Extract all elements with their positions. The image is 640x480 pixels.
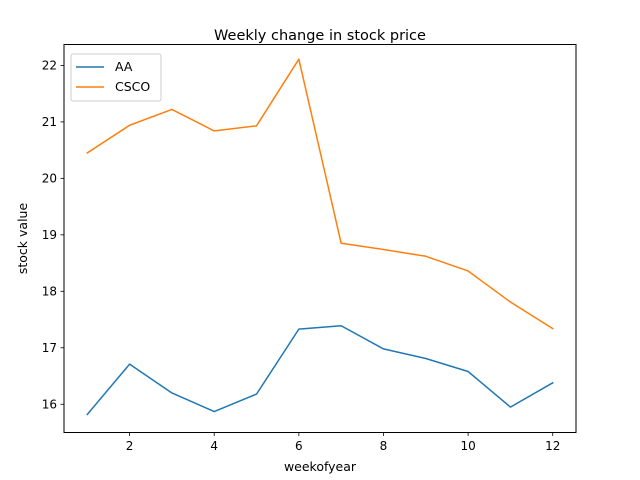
x-tick-label: 10 bbox=[460, 439, 475, 453]
y-tick-label: 21 bbox=[42, 115, 57, 129]
y-tick-label: 20 bbox=[42, 172, 57, 186]
x-tick-label: 4 bbox=[210, 439, 218, 453]
y-tick-label: 16 bbox=[42, 397, 57, 411]
x-tick-label: 2 bbox=[126, 439, 134, 453]
series-line-csco bbox=[86, 58, 554, 330]
plot-frame bbox=[63, 44, 577, 433]
x-tick-label: 8 bbox=[380, 439, 388, 453]
legend-box bbox=[70, 53, 162, 102]
y-tick-label: 18 bbox=[42, 285, 57, 299]
x-tick-label: 6 bbox=[295, 439, 303, 453]
y-tick-label: 19 bbox=[42, 228, 57, 242]
y-axis: 16 17 18 19 20 21 22 bbox=[42, 59, 64, 411]
x-tick-label: 12 bbox=[545, 439, 560, 453]
legend: AA CSCO bbox=[70, 53, 162, 102]
y-axis-label: stock value bbox=[15, 203, 30, 275]
y-tick-label: 17 bbox=[42, 341, 57, 355]
series-line-aa bbox=[86, 325, 554, 416]
x-axis-label: weekofyear bbox=[284, 459, 357, 474]
legend-label-aa: AA bbox=[115, 59, 133, 74]
chart-title: Weekly change in stock price bbox=[214, 28, 426, 44]
series-layer bbox=[86, 58, 554, 416]
x-axis: 2 4 6 8 10 12 bbox=[126, 432, 560, 453]
legend-label-csco: CSCO bbox=[115, 79, 150, 94]
y-tick-label: 22 bbox=[42, 59, 57, 73]
plot-area bbox=[64, 44, 576, 433]
